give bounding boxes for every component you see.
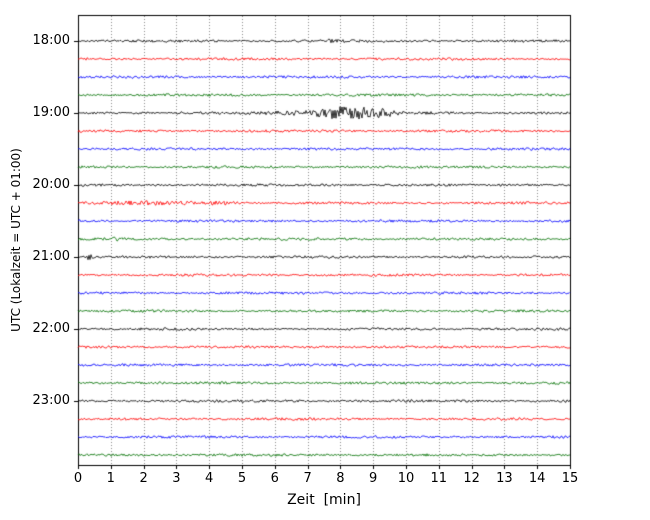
y-tick-label: 18:00 <box>32 33 70 48</box>
x-tick-label: 11 <box>430 471 448 486</box>
y-tick-label: 19:00 <box>32 105 70 120</box>
x-tick-label: 4 <box>205 471 214 486</box>
x-tick-label: 6 <box>270 471 279 486</box>
x-tick-label: 5 <box>237 471 247 486</box>
x-tick-label: 2 <box>139 471 148 486</box>
x-tick-label: 15 <box>561 471 579 486</box>
x-tick-label: 13 <box>496 471 513 486</box>
y-tick-label: 21:00 <box>32 249 70 264</box>
x-tick-label: 9 <box>369 471 378 486</box>
y-axis-label: UTC (Lokalzeit = UTC + 01:00) <box>9 148 23 332</box>
y-tick-label: 22:00 <box>32 321 70 336</box>
x-tick-label: 8 <box>336 471 345 486</box>
x-tick-label: 10 <box>397 471 415 486</box>
x-tick-label: 12 <box>463 471 480 486</box>
y-tick-label: 23:00 <box>32 393 70 408</box>
x-tick-label: 0 <box>73 471 83 486</box>
x-tick-label: 1 <box>106 471 115 486</box>
x-tick-label: 7 <box>303 471 312 486</box>
x-axis-label: Zeit [min] <box>287 492 361 508</box>
y-tick-label: 20:00 <box>32 177 70 192</box>
x-tick-label: 14 <box>528 471 546 486</box>
x-tick-label: 3 <box>172 471 181 486</box>
